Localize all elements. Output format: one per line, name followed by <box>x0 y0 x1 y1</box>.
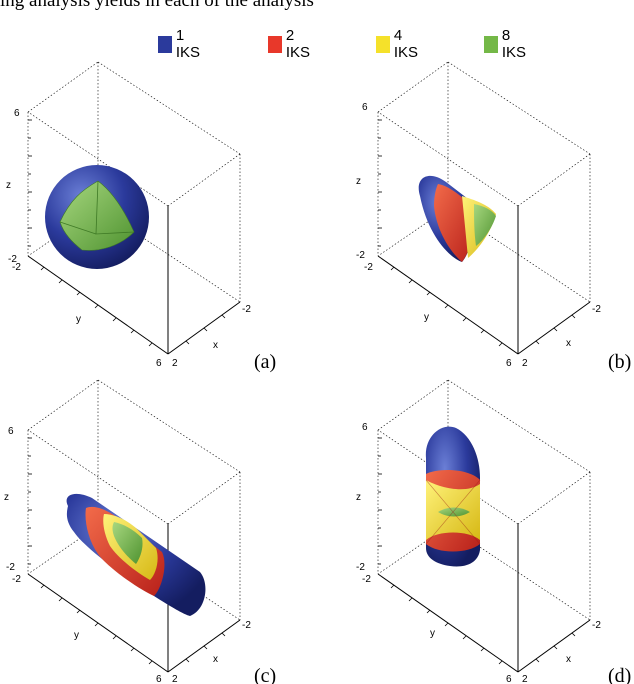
legend-swatch-1 <box>158 35 172 53</box>
y-max-tick-c: 6 <box>156 674 162 684</box>
y-min-tick-d: -2 <box>362 574 371 585</box>
x-min-tick-c: -2 <box>242 620 251 631</box>
y-min-tick-a: -2 <box>12 262 21 273</box>
z-axis-label-c: z <box>4 492 9 503</box>
x-max-tick-c: 2 <box>172 674 178 684</box>
legend-label-1: 1 IKS <box>175 27 201 61</box>
axis-box-c <box>27 379 241 673</box>
x-axis-label-d: x <box>566 654 571 665</box>
z-max-tick-b: 6 <box>362 102 368 113</box>
panel-letter-a: (a) <box>254 351 276 373</box>
z-max-tick-a: 6 <box>14 108 20 119</box>
y-axis-label-c: y <box>74 630 79 641</box>
lens-8iks-b <box>474 204 496 246</box>
x-max-tick-a: 2 <box>172 358 178 369</box>
y-max-tick-b: 6 <box>506 358 512 369</box>
x-min-tick-a: -2 <box>242 304 251 315</box>
z-axis-label-d: z <box>356 492 361 503</box>
legend-swatch-3 <box>376 35 390 53</box>
legend-swatch-2 <box>268 35 282 53</box>
legend-label-4: 8 IKS <box>501 27 527 61</box>
capsule-8iks-c <box>112 522 143 564</box>
panel-letter-b: (b) <box>608 351 631 373</box>
legend-item-2: 2 IKS <box>268 27 314 61</box>
legend-label-3: 4 IKS <box>393 27 419 61</box>
column-8iks-d <box>438 507 470 517</box>
x-axis-label-b: x <box>566 338 571 349</box>
legend-item-3: 4 IKS <box>376 27 422 61</box>
legend-item-4: 8 IKS <box>484 27 530 61</box>
y-min-tick-b: -2 <box>364 262 373 273</box>
z-min-tick-b: -2 <box>356 250 365 261</box>
legend-label-2: 2 IKS <box>285 27 311 61</box>
panel-b: 6 -2 -2 6 2 -2 z y x (b) <box>356 61 631 373</box>
caption-fragment: ing analysis yields in each of the analy… <box>0 0 314 11</box>
axis-box-d <box>377 379 591 673</box>
y-axis-label-d: y <box>430 628 435 639</box>
panel-letter-c: (c) <box>254 665 276 684</box>
legend-swatch-4 <box>484 35 498 53</box>
x-max-tick-d: 2 <box>522 674 528 684</box>
z-min-tick-a: -2 <box>8 254 17 265</box>
y-axis-label-a: y <box>76 314 81 325</box>
z-max-tick-c: 6 <box>8 426 14 437</box>
y-max-tick-a: 6 <box>156 358 162 369</box>
x-axis-label-a: x <box>213 340 218 351</box>
y-axis-label-b: y <box>424 312 429 323</box>
x-axis-label-c: x <box>213 654 218 665</box>
y-max-tick-d: 6 <box>506 674 512 684</box>
z-min-tick-d: -2 <box>356 562 365 573</box>
z-min-tick-c: -2 <box>6 562 15 573</box>
z-max-tick-d: 6 <box>362 422 368 433</box>
panel-d: 6 -2 -2 6 2 -2 z y x (d) <box>356 379 631 684</box>
z-axis-label-b: z <box>356 176 361 187</box>
y-min-tick-c: -2 <box>12 574 21 585</box>
panel-letter-d: (d) <box>608 665 631 684</box>
x-min-tick-b: -2 <box>592 304 601 315</box>
z-axis-label-a: z <box>6 180 11 191</box>
x-min-tick-d: -2 <box>592 620 601 631</box>
x-max-tick-b: 2 <box>522 358 528 369</box>
panel-a: 6 -2 -2 6 2 -2 z y x (a) <box>6 61 276 373</box>
legend-item-1: 1 IKS <box>158 27 204 61</box>
panel-c: 6 -2 -2 6 2 -2 z y x (c) <box>4 379 276 684</box>
